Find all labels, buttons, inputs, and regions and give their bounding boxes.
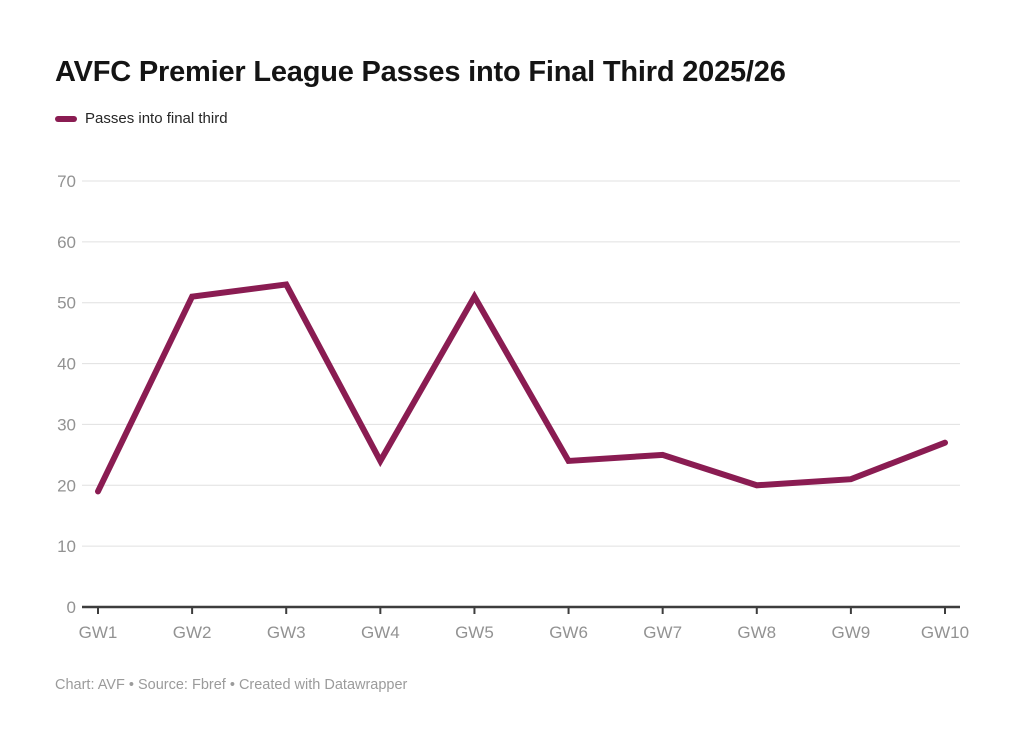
legend-swatch-icon [55,115,77,122]
legend: Passes into final third [55,110,228,127]
legend-label: Passes into final third [85,110,228,127]
y-axis-tick-label: 50 [57,294,76,313]
x-axis-tick-label: GW8 [737,623,776,642]
x-axis-tick-label: GW7 [643,623,682,642]
x-axis-tick-label: GW2 [173,623,212,642]
x-axis-tick-label: GW10 [921,623,969,642]
x-axis-tick-label: GW9 [832,623,871,642]
y-axis-tick-label: 30 [57,415,76,434]
y-axis-tick-label: 60 [57,233,76,252]
x-axis-tick-label: GW3 [267,623,306,642]
y-axis-tick-label: 10 [57,537,76,556]
line-chart: 0 10 20 30 40 50 60 70 GW1 GW2 GW3 GW4 GW5 GW6 GW7 GW8 G… [57,172,969,642]
y-axis-tick-label: 70 [57,172,76,191]
x-axis-tick-label: GW4 [361,623,400,642]
y-axis-tick-label: 20 [57,476,76,495]
chart-title: AVFC Premier League Passes into Final Th… [55,56,786,88]
x-axis-tick-label: GW5 [455,623,494,642]
chart-footer: Chart: AVF • Source: Fbref • Created wit… [55,677,408,693]
series-line-passes-into-final-third [95,281,948,495]
x-axis-tick-label: GW6 [549,623,588,642]
x-axis-tick-label: GW1 [79,623,118,642]
y-axis-tick-label: 40 [57,355,76,374]
y-axis-tick-label: 0 [67,598,76,617]
